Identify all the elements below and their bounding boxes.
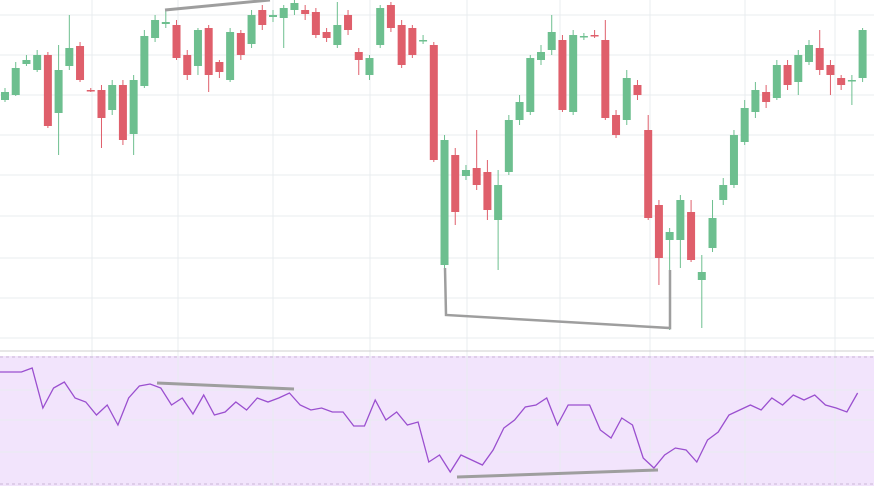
candle-body [1, 92, 9, 100]
candle-body [86, 90, 95, 92]
candle-body [687, 212, 696, 260]
candle-body [43, 55, 52, 126]
candle-body [129, 80, 138, 134]
divergence-line [164, 0, 271, 12]
candle-body [311, 12, 320, 35]
candle-body [569, 35, 578, 112]
candle-body [794, 55, 803, 82]
candle-body [172, 25, 181, 58]
candle-body [601, 40, 610, 118]
candle-body [762, 92, 771, 102]
candle-body [644, 130, 653, 218]
candle-body [612, 115, 621, 135]
candle-body [108, 85, 117, 110]
candle-body [429, 45, 438, 160]
candle-body [783, 65, 792, 85]
candle-body [397, 25, 406, 65]
candle-body [676, 200, 685, 240]
candle-body [537, 52, 545, 60]
candle-body [526, 58, 535, 112]
candle-body [461, 170, 470, 176]
candle-body [279, 8, 288, 18]
candle-body [408, 28, 417, 55]
candle-body [515, 102, 524, 120]
candle-body [719, 185, 728, 200]
candle-body [151, 20, 160, 38]
candle-body [290, 3, 299, 10]
candle-body [226, 32, 235, 80]
candle-body [751, 90, 760, 112]
candle-body [504, 120, 513, 172]
candle-body [494, 185, 503, 220]
candle-body [622, 78, 631, 120]
candle-body [858, 30, 867, 78]
divergence-lines [156, 0, 672, 479]
candle-body [483, 172, 492, 210]
candle-body [633, 85, 642, 95]
candle-body [97, 90, 106, 118]
candle-body [472, 168, 481, 185]
candle-body [815, 48, 824, 70]
candle-body [161, 22, 170, 24]
candle-body [772, 65, 781, 98]
candle-body [590, 35, 599, 37]
candle-body [365, 58, 374, 75]
candle-body [847, 80, 856, 82]
candle-body [354, 52, 363, 60]
candle-body [451, 155, 460, 212]
candle-body [837, 78, 846, 85]
candle-body [708, 218, 717, 248]
divergence-line [456, 468, 659, 479]
candle-body [826, 65, 835, 75]
candle-body [65, 48, 74, 66]
candle-body [76, 46, 85, 80]
candle-body [269, 15, 277, 17]
candle-body [258, 10, 267, 25]
rsi-line [0, 367, 859, 474]
candle-body [386, 5, 395, 28]
divergence-line [443, 267, 672, 330]
candle-body [204, 28, 213, 75]
candle-body [579, 36, 588, 38]
candle-body [236, 33, 245, 55]
candle-body [740, 108, 749, 142]
candle-body [440, 140, 449, 265]
candle-body [665, 232, 674, 240]
candle-body [193, 30, 202, 66]
candle-body [11, 68, 20, 95]
candle-body [805, 45, 813, 62]
candle-body [140, 36, 149, 86]
candle-body [697, 272, 706, 280]
candle-body [419, 40, 428, 42]
candle-body [247, 15, 256, 44]
candle-body [118, 85, 127, 140]
rsi-pane [0, 356, 874, 486]
candle-body [547, 32, 556, 50]
candle-body [558, 40, 567, 110]
candle-body [376, 8, 385, 45]
candle-body [301, 10, 310, 14]
candle-body [183, 55, 192, 75]
marks [0, 0, 867, 474]
candle-body [729, 135, 738, 185]
divergence-line [156, 381, 295, 391]
candle-body [654, 205, 663, 258]
candle-body [54, 70, 63, 113]
candle-body [333, 25, 342, 45]
candle-body [33, 55, 42, 70]
candle-body [344, 15, 353, 30]
candle-body [22, 60, 31, 64]
candle-body [215, 62, 224, 72]
candle-body [322, 32, 331, 38]
